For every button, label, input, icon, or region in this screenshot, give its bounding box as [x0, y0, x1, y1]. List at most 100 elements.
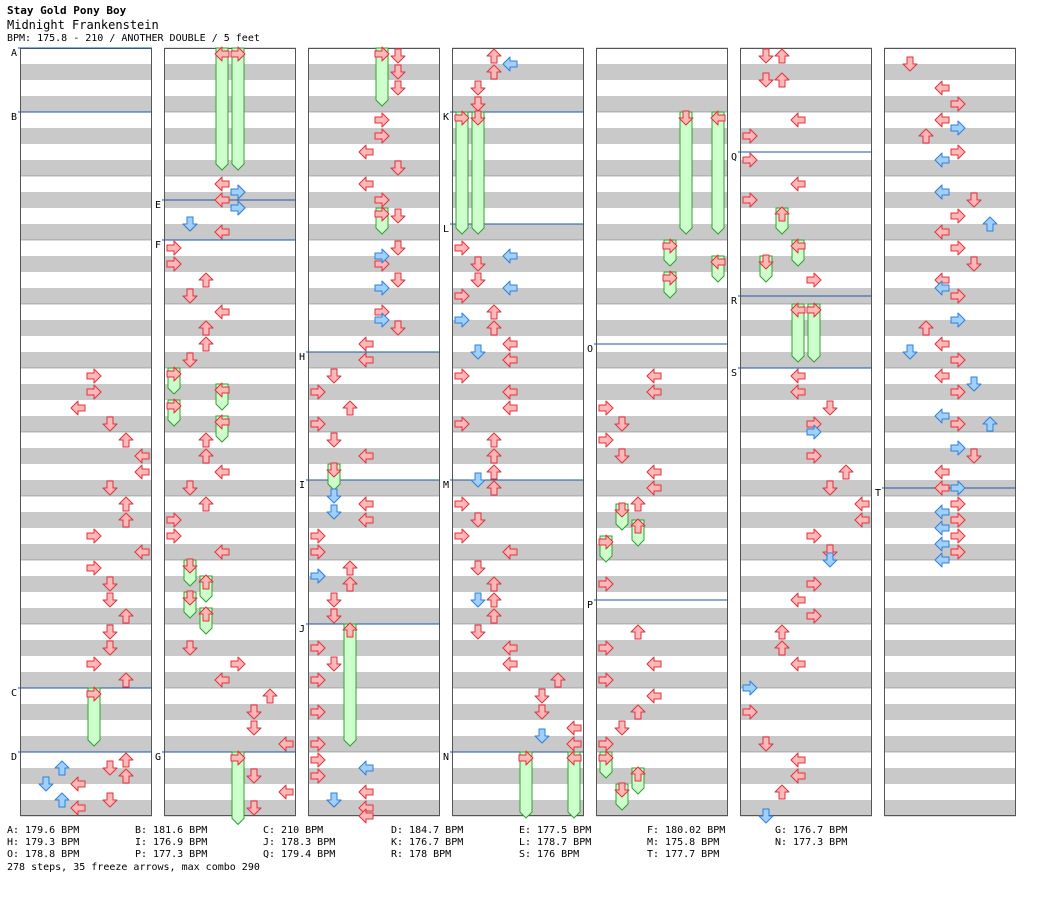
beat-stripe	[20, 480, 152, 496]
beat-stripe	[452, 672, 584, 688]
beat-stripe	[596, 416, 728, 432]
beat-stripe	[20, 64, 152, 80]
chart-column	[740, 47, 872, 817]
beat-stripe	[20, 672, 152, 688]
chart-column	[596, 47, 728, 817]
beat-stripe	[308, 512, 440, 528]
left-arrow-icon	[806, 424, 822, 440]
beat-stripe	[596, 736, 728, 752]
freeze-arrow	[630, 766, 646, 795]
up-arrow-icon	[118, 608, 134, 624]
left-arrow-icon	[310, 544, 326, 560]
bpm-marker-label: K	[443, 112, 449, 123]
freeze-arrow	[614, 782, 630, 811]
beat-stripe	[164, 800, 296, 816]
beat-stripe	[596, 224, 728, 240]
freeze-arrow	[710, 254, 726, 283]
beat-stripe	[884, 768, 1016, 784]
down-arrow-icon	[102, 576, 118, 592]
left-arrow-icon	[86, 384, 102, 400]
up-arrow-icon	[342, 560, 358, 576]
left-arrow-icon	[950, 416, 966, 432]
right-arrow-icon	[502, 248, 518, 264]
freeze-arrow	[598, 750, 614, 779]
left-arrow-icon	[950, 512, 966, 528]
left-arrow-icon	[454, 288, 470, 304]
up-arrow-icon	[198, 496, 214, 512]
down-arrow-icon	[470, 80, 486, 96]
beat-stripe	[884, 96, 1016, 112]
up-arrow-icon	[198, 336, 214, 352]
beat-stripe	[308, 640, 440, 656]
beat-stripe	[164, 352, 296, 368]
beat-stripe	[596, 640, 728, 656]
beat-stripe	[596, 544, 728, 560]
beat-stripe	[20, 128, 152, 144]
beat-stripe	[452, 768, 584, 784]
beat-stripe	[164, 128, 296, 144]
freeze-arrow	[86, 686, 102, 747]
down-arrow-icon	[614, 448, 630, 464]
right-arrow-icon	[854, 496, 870, 512]
up-arrow-icon	[630, 624, 646, 640]
up-arrow-icon	[486, 592, 502, 608]
down-arrow-icon	[470, 272, 486, 288]
right-arrow-icon	[502, 280, 518, 296]
up-arrow-icon	[630, 496, 646, 512]
bpm-entry: T: 177.7 BPM	[647, 849, 720, 860]
bpm-marker-label: H	[299, 352, 305, 363]
beat-stripe	[740, 96, 872, 112]
freeze-tail	[711, 111, 725, 235]
freeze-arrow	[374, 46, 390, 107]
bpm-marker-label: D	[11, 752, 17, 763]
beat-stripe	[452, 64, 584, 80]
left-arrow-icon	[166, 240, 182, 256]
left-arrow-icon	[454, 496, 470, 512]
up-arrow-icon	[774, 48, 790, 64]
right-arrow-icon	[134, 448, 150, 464]
left-arrow-icon	[230, 750, 246, 766]
bpm-entry: A: 179.6 BPM	[7, 825, 80, 836]
beat-stripe	[452, 384, 584, 400]
bpm-entry: S: 176 BPM	[519, 849, 580, 860]
left-arrow-icon	[598, 750, 614, 766]
beat-stripe	[452, 416, 584, 432]
beat-stripe	[164, 768, 296, 784]
freeze-arrow	[662, 270, 678, 299]
down-arrow-icon	[822, 480, 838, 496]
freeze-arrow	[662, 238, 678, 267]
beat-stripe	[308, 544, 440, 560]
right-arrow-icon	[566, 720, 582, 736]
beat-stripe	[740, 64, 872, 80]
right-arrow-icon	[358, 496, 374, 512]
bpm-entry: L: 178.7 BPM	[519, 837, 592, 848]
right-arrow-icon	[790, 238, 806, 254]
bpm-entry: C: 210 BPM	[263, 825, 324, 836]
step-chart: A B C D E F G H I J K L M N O P Q R S T	[11, 46, 1016, 826]
left-arrow-icon	[310, 768, 326, 784]
down-arrow-icon	[822, 552, 838, 568]
right-arrow-icon	[934, 368, 950, 384]
freeze-tail	[455, 111, 469, 235]
bpm-marker-label: E	[155, 200, 161, 211]
freeze-arrow	[198, 606, 214, 635]
right-arrow-icon	[934, 408, 950, 424]
beat-stripe	[308, 352, 440, 368]
down-arrow-icon	[390, 160, 406, 176]
down-arrow-icon	[246, 704, 262, 720]
left-arrow-icon	[166, 256, 182, 272]
bpm-entry: K: 176.7 BPM	[391, 837, 464, 848]
down-arrow-icon	[966, 448, 982, 464]
beat-stripe	[740, 224, 872, 240]
freeze-arrow	[758, 254, 774, 283]
freeze-arrow	[518, 750, 534, 819]
down-arrow-icon	[102, 624, 118, 640]
down-arrow-icon	[758, 48, 774, 64]
right-arrow-icon	[790, 752, 806, 768]
freeze-arrow	[214, 382, 230, 411]
beat-stripe	[20, 448, 152, 464]
left-arrow-icon	[950, 528, 966, 544]
down-arrow-icon	[534, 728, 550, 744]
down-arrow-icon	[182, 558, 198, 574]
beat-stripe	[452, 608, 584, 624]
